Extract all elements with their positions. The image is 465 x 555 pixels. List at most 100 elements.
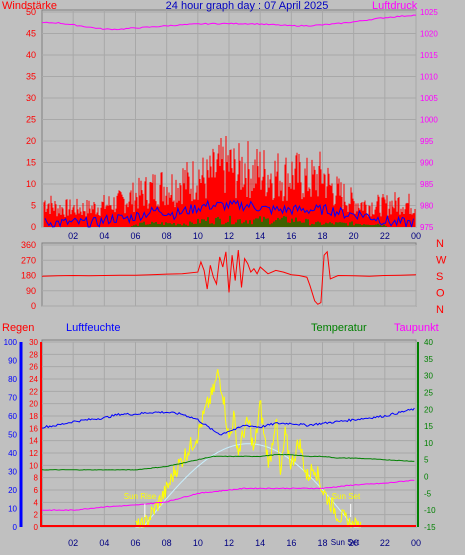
rain-tick-label: 10 <box>29 461 38 470</box>
wind-x-tick-label: 00 <box>411 231 421 241</box>
wind-x-tick-label: 02 <box>68 231 78 241</box>
temperature-tick-label: -5 <box>424 489 432 498</box>
dewpoint-line <box>41 479 415 512</box>
wind-tick-label: 50 <box>26 7 36 17</box>
pressure-tick-label: 1025 <box>420 8 438 17</box>
direction-tick-label: 0 <box>31 301 36 311</box>
humidity-tick-label: 80 <box>8 375 17 384</box>
climate-x-tick-label: 04 <box>99 538 109 548</box>
wind-x-tick-label: 18 <box>317 231 327 241</box>
pressure-tick-label: 975 <box>420 223 434 232</box>
humidity-line <box>41 407 415 436</box>
temperature-tick-label: -10 <box>424 506 436 515</box>
climate-x-tick-label: 18 <box>317 538 327 548</box>
direction-tick-label: 270 <box>21 255 36 265</box>
solar-max-line <box>135 443 361 528</box>
wind-tick-label: 15 <box>26 158 36 168</box>
temperature-tick-label: 5 <box>424 456 429 465</box>
solar-line <box>135 369 362 528</box>
climate-x-tick-label: 14 <box>255 538 265 548</box>
sun-set-annotation: Sun Set <box>332 492 361 501</box>
wind-x-tick-label: 22 <box>380 231 390 241</box>
chart-title: 24 hour graph day : 07 April 2025 <box>166 0 329 12</box>
wind-tick-label: 10 <box>26 179 36 189</box>
humidity-tick-label: 70 <box>8 394 17 403</box>
temperature-tick-label: -15 <box>424 523 436 532</box>
dewpoint-label: Taupunkt <box>394 322 439 334</box>
compass-label: S <box>436 271 443 283</box>
rain-tick-label: 20 <box>29 400 38 409</box>
climate-x-tick-label: 06 <box>130 538 140 548</box>
temperature-tick-label: 10 <box>424 439 433 448</box>
sun-rise-annotation: Sun Rise <box>124 492 157 501</box>
wind-axis-label: Windstärke <box>2 0 57 12</box>
climate-x-tick-label: 00 <box>411 538 421 548</box>
humidity-tick-label: 30 <box>8 468 17 477</box>
pressure-axis-label: Luftdruck <box>372 0 418 12</box>
temperature-label: Temperatur <box>311 322 367 334</box>
wind-x-tick-label: 10 <box>193 231 203 241</box>
climate-x-tick-label: 16 <box>286 538 296 548</box>
humidity-label: Luftfeuchte <box>66 322 120 334</box>
wind-x-tick-label: 14 <box>255 231 265 241</box>
wind-tick-label: 25 <box>26 115 36 125</box>
wind-x-tick-label: 20 <box>349 231 359 241</box>
temperature-tick-label: 15 <box>424 422 433 431</box>
pressure-tick-label: 1005 <box>420 94 438 103</box>
axis-labels: 0510152025303540455097598098599099510001… <box>4 7 447 548</box>
rain-tick-label: 16 <box>29 424 38 433</box>
pressure-tick-label: 1000 <box>420 116 438 125</box>
wind-x-tick-label: 12 <box>224 231 234 241</box>
rain-tick-label: 22 <box>29 387 38 396</box>
wind-tick-label: 40 <box>26 50 36 60</box>
chart-marks <box>19 14 419 528</box>
rain-tick-label: 4 <box>34 498 39 507</box>
temperature-tick-label: 40 <box>424 338 433 347</box>
temperature-tick-label: 30 <box>424 372 433 381</box>
direction-tick-label: 180 <box>21 271 36 281</box>
pressure-tick-label: 1010 <box>420 73 438 82</box>
wind-tick-label: 0 <box>31 222 36 232</box>
rain-tick-label: 6 <box>34 486 39 495</box>
temperature-tick-label: 35 <box>424 355 433 364</box>
compass-label: N <box>436 238 444 250</box>
temperature-tick-label: 0 <box>424 473 429 482</box>
rain-tick-label: 12 <box>29 449 38 458</box>
rain-tick-label: 30 <box>29 338 38 347</box>
compass-label: O <box>436 288 445 300</box>
humidity-tick-label: 0 <box>13 523 18 532</box>
wind-tick-label: 35 <box>26 72 36 82</box>
humidity-tick-label: 40 <box>8 449 17 458</box>
humidity-tick-label: 60 <box>8 412 17 421</box>
rain-tick-label: 24 <box>29 375 38 384</box>
compass-label: W <box>436 255 447 267</box>
wind-tick-label: 30 <box>26 93 36 103</box>
rain-tick-label: 26 <box>29 363 38 372</box>
wind-x-tick-label: 06 <box>130 231 140 241</box>
climate-x-tick-label: 20 <box>349 538 359 548</box>
climate-x-tick-label: 08 <box>162 538 172 548</box>
humidity-tick-label: 100 <box>4 338 18 347</box>
wind-tick-label: 20 <box>26 136 36 146</box>
pressure-tick-label: 990 <box>420 159 434 168</box>
wind-x-tick-label: 04 <box>99 231 109 241</box>
direction-line <box>41 250 417 305</box>
climate-x-tick-label: 22 <box>380 538 390 548</box>
rain-tick-label: 14 <box>29 437 38 446</box>
humidity-tick-label: 50 <box>8 431 17 440</box>
direction-tick-label: 90 <box>26 286 36 296</box>
pressure-tick-label: 985 <box>420 180 434 189</box>
humidity-tick-label: 20 <box>8 486 17 495</box>
rain-label: Regen <box>2 322 34 334</box>
sun-set-axis-annotation: Sun Set <box>331 538 360 547</box>
pressure-tick-label: 995 <box>420 137 434 146</box>
humidity-tick-label: 10 <box>8 505 17 514</box>
climate-x-tick-label: 10 <box>193 538 203 548</box>
wind-x-tick-label: 16 <box>286 231 296 241</box>
pressure-tick-label: 980 <box>420 202 434 211</box>
temperature-line <box>41 453 415 471</box>
direction-tick-label: 360 <box>21 240 36 250</box>
rain-tick-label: 0 <box>34 523 39 532</box>
temperature-tick-label: 25 <box>424 388 433 397</box>
